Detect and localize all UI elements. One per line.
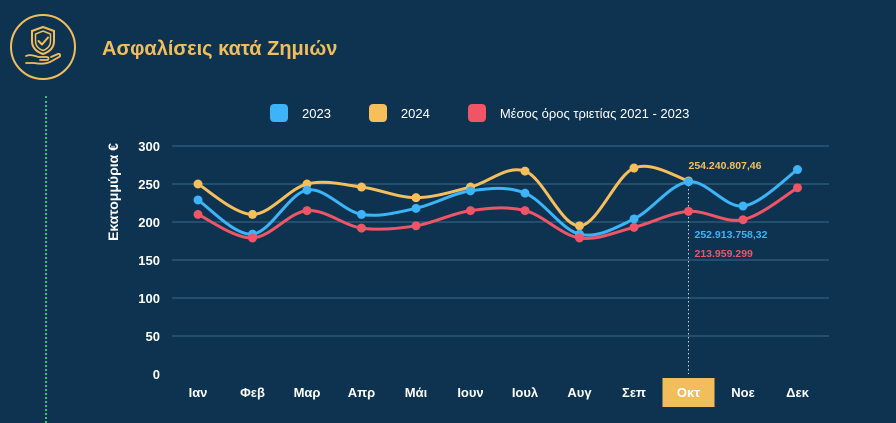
legend-item-average[interactable]: Μέσος όρος τριετίας 2021 - 2023 [467, 104, 690, 122]
x-tick-label: Ιουλ [512, 385, 539, 400]
data-point-2 [466, 206, 475, 216]
legend-label-average: Μέσος όρος τριετίας 2021 - 2023 [499, 105, 690, 121]
data-point-2 [520, 206, 530, 216]
data-point-0 [684, 177, 693, 187]
data-point-1 [411, 193, 421, 203]
data-point-2 [411, 221, 421, 231]
data-point-0 [357, 209, 366, 219]
x-tick-label: Φεβ [240, 385, 265, 400]
data-point-2 [793, 183, 802, 193]
x-tick-label: Δεκ [786, 385, 810, 400]
data-point-1 [629, 163, 639, 173]
data-point-2 [575, 233, 584, 243]
page-title: Ασφαλίσεις κατά Ζημιών [102, 38, 338, 60]
data-point-0 [520, 188, 530, 198]
legend-swatch-2023 [270, 104, 288, 122]
data-point-2 [248, 233, 257, 243]
data-point-2 [193, 209, 203, 219]
x-tick-label: Ιαν [189, 385, 208, 400]
legend-label-2023: 2023 [302, 105, 331, 121]
highlight-tick-background [662, 378, 715, 407]
legend-swatch-average [467, 104, 486, 122]
data-point-0 [302, 185, 312, 195]
legend-label-2024: 2024 [400, 105, 430, 121]
data-point-1 [520, 166, 530, 176]
data-point-1 [193, 179, 203, 189]
legend-item-2024[interactable]: 2024 [368, 104, 430, 122]
data-point-2 [738, 215, 748, 225]
y-tick-label: 250 [138, 177, 160, 192]
data-point-0 [793, 165, 802, 175]
x-tick-label: Μάι [405, 385, 428, 400]
data-point-1 [357, 182, 366, 192]
x-tick-label: Αυγ [567, 385, 592, 400]
data-point-0 [411, 203, 421, 213]
data-point-0 [466, 186, 475, 196]
y-tick-label: 150 [138, 253, 160, 268]
series-line-1 [196, 164, 690, 228]
x-tick-label: Σεπ [622, 385, 646, 400]
x-tick-label: Απρ [348, 385, 375, 400]
y-tick-label: 200 [138, 215, 160, 230]
y-tick-label: 100 [138, 291, 160, 306]
legend-item-2023[interactable]: 2023 [270, 104, 331, 122]
decorative-dotted-line [45, 96, 47, 423]
data-point-2 [684, 206, 693, 216]
shield-check-hand-icon [21, 23, 65, 72]
y-tick-label: 50 [146, 329, 160, 344]
data-point-2 [357, 223, 366, 233]
legend-swatch-2024 [368, 104, 387, 122]
y-tick-label: 300 [138, 139, 160, 154]
data-label: 254.240.807,46 [689, 160, 762, 172]
x-tick-label: Μαρ [294, 385, 321, 400]
x-tick-label: Νοε [731, 385, 755, 400]
y-axis-label: Εκατομμύρια € [105, 143, 121, 241]
data-point-2 [302, 206, 312, 216]
data-point-0 [738, 201, 748, 211]
data-point-0 [629, 214, 639, 224]
data-point-1 [248, 209, 257, 219]
series-line-2 [196, 186, 799, 240]
x-tick-label: Ιουν [457, 385, 483, 400]
data-label: 213.959.299 [695, 248, 754, 260]
series-line-0 [196, 168, 799, 237]
data-point-0 [193, 195, 203, 205]
chart-legend: 2023 2024 Μέσος όρος τριετίας 2021 - 202… [270, 104, 689, 122]
x-tick-label: Οκτ [677, 385, 700, 400]
data-point-1 [575, 221, 584, 231]
logo [10, 14, 76, 80]
y-tick-label: 0 [153, 367, 160, 382]
data-label: 252.913.758,32 [695, 229, 768, 241]
data-point-2 [629, 222, 639, 232]
